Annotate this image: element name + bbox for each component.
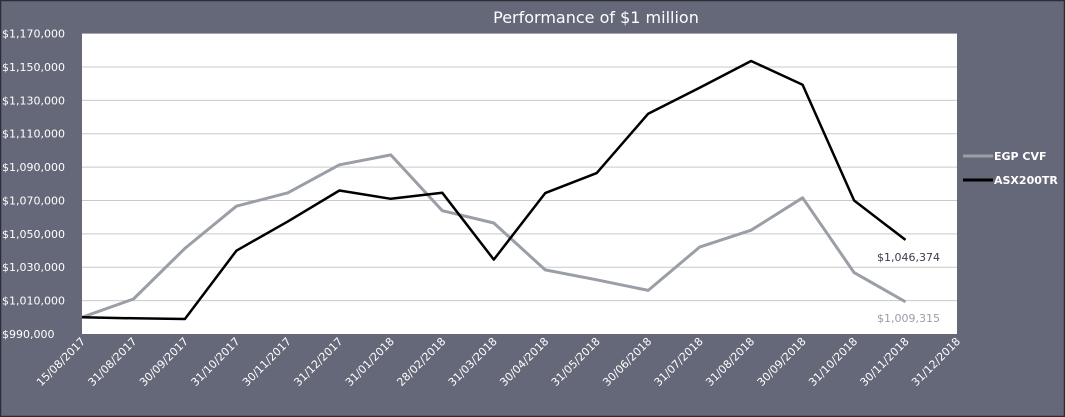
y-tick-label: $1,070,000 <box>2 194 65 207</box>
y-tick-label: $1,110,000 <box>2 128 65 141</box>
y-tick-label: $1,090,000 <box>2 161 65 174</box>
legend-label-egp-cvf: EGP CVF <box>994 150 1047 163</box>
y-tick-label: $990,000 <box>2 328 55 341</box>
y-tick-label: $1,130,000 <box>2 94 65 107</box>
plot-area <box>82 33 957 334</box>
y-tick-label: $1,170,000 <box>2 28 65 41</box>
legend-label-asx200tr: ASX200TR <box>994 174 1058 187</box>
y-tick-label: $1,010,000 <box>2 295 65 308</box>
chart-title: Performance of $1 million <box>493 8 699 27</box>
end-value-label-asx200tr: $1,046,374 <box>877 251 940 264</box>
y-tick-label: $1,050,000 <box>2 228 65 241</box>
y-tick-label: $1,030,000 <box>2 261 65 274</box>
end-value-label-egp-cvf: $1,009,315 <box>877 312 940 325</box>
y-tick-label: $1,150,000 <box>2 61 65 74</box>
